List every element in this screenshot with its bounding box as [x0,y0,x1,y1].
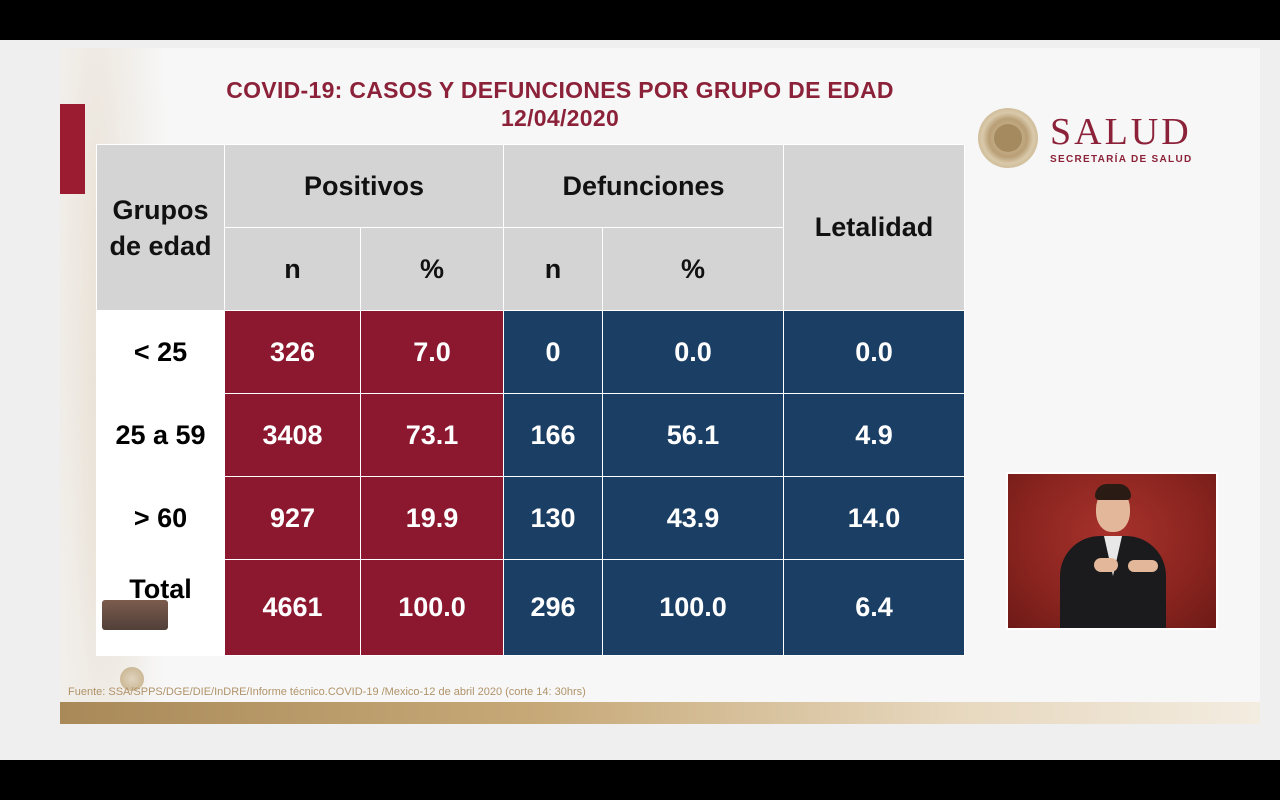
mexico-seal-icon [978,108,1038,168]
defunciones-pct-cell: 100.0 [602,559,784,656]
letalidad-cell: 4.9 [783,393,965,477]
subheader-positivos-n: n [224,227,361,311]
logo-subtitle: SECRETARÍA DE SALUD [1050,154,1193,165]
salud-logo: SALUD SECRETARÍA DE SALUD [978,108,1218,172]
title-line-1: COVID-19: CASOS Y DEFUNCIONES POR GRUPO … [226,77,894,103]
positivos-n-cell: 927 [224,476,361,560]
title-line-2: 12/04/2020 [500,105,620,131]
defunciones-pct-cell: 0.0 [602,310,784,394]
header-positivos: Positivos [224,144,504,228]
subheader-defunciones-n: n [503,227,603,311]
gold-footer-strip [60,702,1260,724]
positivos-pct-cell: 7.0 [360,310,504,394]
interpreter-hand-right [1128,560,1158,572]
defunciones-pct-cell: 43.9 [602,476,784,560]
positivos-n-cell: 4661 [224,559,361,656]
positivos-pct-cell: 19.9 [360,476,504,560]
header-age-group: Grupos de edad [96,144,225,311]
positivos-n-cell: 3408 [224,393,361,477]
defunciones-n-cell: 0 [503,310,603,394]
defunciones-pct-cell: 56.1 [602,393,784,477]
source-note: Fuente: SSA/SPPS/DGE/DIE/InDRE/Informe t… [68,686,586,698]
defunciones-n-cell: 296 [503,559,603,656]
age-group-cell: > 60 [96,476,225,560]
defunciones-n-cell: 130 [503,476,603,560]
total-label-cell: Total [96,559,225,656]
logo-word: SALUD [1050,111,1192,153]
presentation-slide: COVID-19: CASOS Y DEFUNCIONES POR GRUPO … [0,40,1280,760]
subheader-positivos-pct: % [360,227,504,311]
header-defunciones: Defunciones [503,144,784,228]
table-row: > 60 927 19.9 130 43.9 14.0 [96,476,965,560]
table-row: 25 a 59 3408 73.1 166 56.1 4.9 [96,393,965,477]
interpreter-hand-left [1094,558,1118,572]
slide-title: COVID-19: CASOS Y DEFUNCIONES POR GRUPO … [150,76,970,132]
small-seal-icon [120,667,144,691]
positivos-pct-cell: 73.1 [360,393,504,477]
letalidad-cell: 0.0 [783,310,965,394]
table-row: < 25 326 7.0 0 0.0 0.0 [96,310,965,394]
subheader-defunciones-pct: % [602,227,784,311]
positivos-pct-cell: 100.0 [360,559,504,656]
age-group-cell: 25 a 59 [96,393,225,477]
historical-figures-logo [102,600,168,630]
sign-language-interpreter [1006,472,1218,630]
letalidad-cell: 6.4 [783,559,965,656]
interpreter-video [1008,474,1216,628]
letalidad-cell: 14.0 [783,476,965,560]
interpreter-hair [1095,484,1131,500]
header-letalidad: Letalidad [783,144,965,311]
bottom-letterbox [0,760,1280,800]
defunciones-n-cell: 166 [503,393,603,477]
positivos-n-cell: 326 [224,310,361,394]
red-accent-bar [60,104,85,194]
table-row-total: Total 4661 100.0 296 100.0 6.4 [96,559,965,656]
top-letterbox [0,0,1280,40]
cases-deaths-table: Grupos de edad Positivos Defunciones Let… [96,144,965,656]
age-group-cell: < 25 [96,310,225,394]
